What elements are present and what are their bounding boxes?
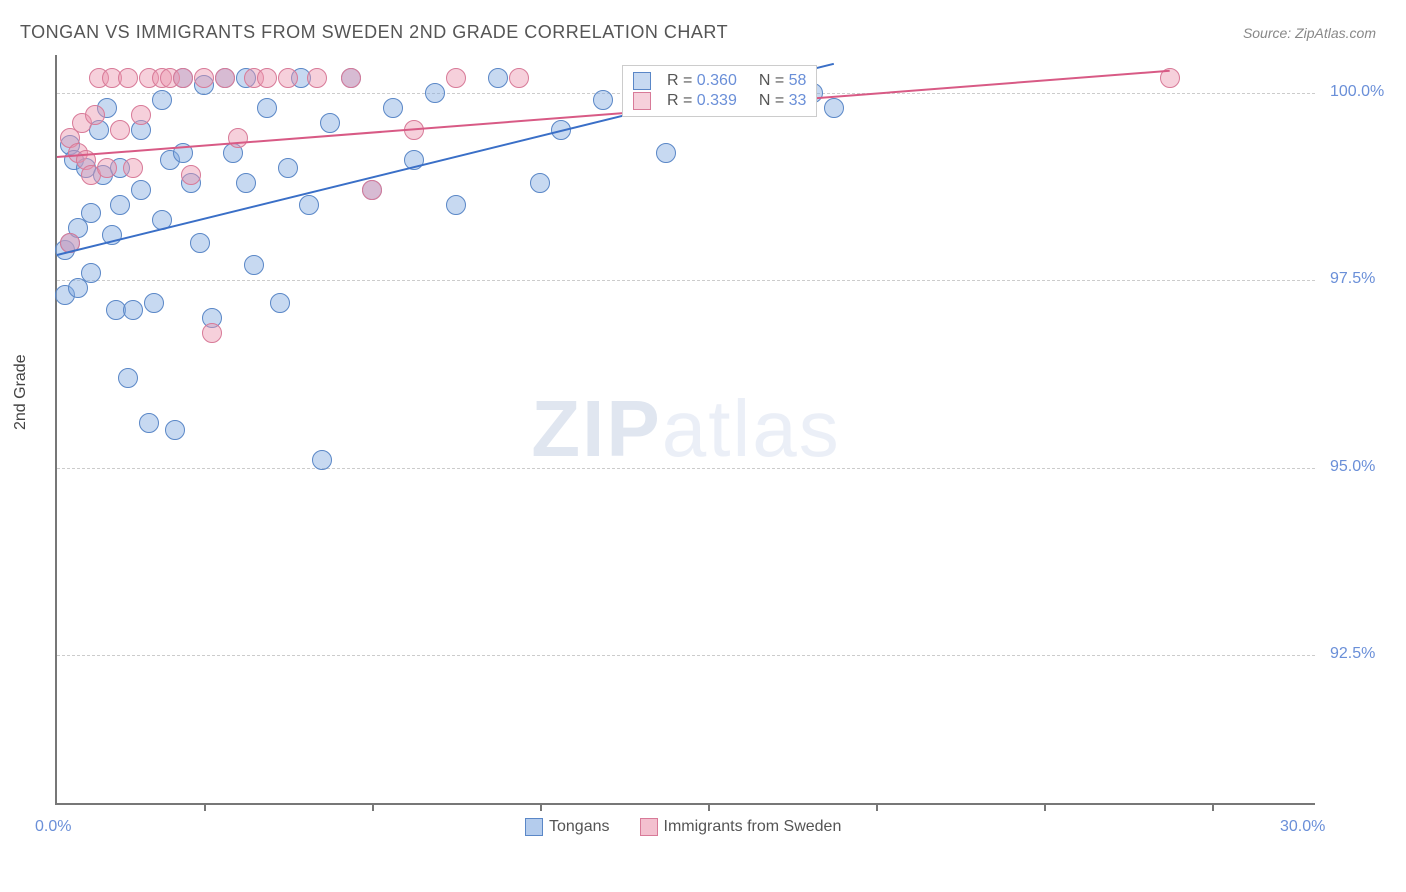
x-tick (876, 803, 878, 811)
data-point (110, 195, 130, 215)
data-point (144, 293, 164, 313)
data-point (131, 105, 151, 125)
data-point (123, 158, 143, 178)
x-axis-max-label: 30.0% (1280, 818, 1325, 836)
data-point (446, 195, 466, 215)
data-point (257, 68, 277, 88)
legend-item: Tongans (525, 818, 610, 836)
legend-n-label: N = 33 (759, 92, 807, 110)
data-point (181, 165, 201, 185)
data-point (123, 300, 143, 320)
chart-title: TONGAN VS IMMIGRANTS FROM SWEDEN 2ND GRA… (20, 22, 728, 43)
watermark-bold: ZIP (531, 384, 661, 473)
data-point (509, 68, 529, 88)
data-point (307, 68, 327, 88)
data-point (488, 68, 508, 88)
data-point (446, 68, 466, 88)
legend-stats-row: R = 0.339 N = 33 (633, 92, 806, 110)
x-axis-min-label: 0.0% (35, 818, 71, 836)
watermark: ZIPatlas (531, 383, 840, 475)
gridline (57, 468, 1315, 469)
legend-stats-box: R = 0.360 N = 58 R = 0.339 N = 33 (622, 65, 817, 117)
gridline (57, 280, 1315, 281)
data-point (97, 158, 117, 178)
data-point (270, 293, 290, 313)
legend-item: Immigrants from Sweden (640, 818, 842, 836)
data-point (110, 120, 130, 140)
x-tick (1212, 803, 1214, 811)
data-point (320, 113, 340, 133)
data-point (593, 90, 613, 110)
y-tick-label: 100.0% (1330, 83, 1384, 101)
data-point (425, 83, 445, 103)
data-point (118, 368, 138, 388)
x-tick (708, 803, 710, 811)
y-axis-label: 2nd Grade (12, 354, 30, 430)
x-tick (540, 803, 542, 811)
data-point (215, 68, 235, 88)
data-point (299, 195, 319, 215)
data-point (81, 203, 101, 223)
source-label: Source: ZipAtlas.com (1243, 25, 1376, 41)
data-point (118, 68, 138, 88)
data-point (173, 68, 193, 88)
legend-swatch (633, 72, 651, 90)
y-tick-label: 92.5% (1330, 645, 1375, 663)
data-point (85, 105, 105, 125)
data-point (165, 420, 185, 440)
plot-area: ZIPatlas R = 0.360 N = 58 R = 0.339 N = 33 (55, 55, 1315, 805)
legend-swatch (633, 92, 651, 110)
data-point (824, 98, 844, 118)
watermark-light: atlas (662, 384, 841, 473)
data-point (278, 158, 298, 178)
gridline (57, 655, 1315, 656)
y-tick-label: 97.5% (1330, 270, 1375, 288)
data-point (81, 263, 101, 283)
data-point (244, 255, 264, 275)
data-point (656, 143, 676, 163)
data-point (190, 233, 210, 253)
data-point (383, 98, 403, 118)
legend-stats-row: R = 0.360 N = 58 (633, 72, 806, 90)
legend-r-label: R = 0.360 (667, 72, 737, 90)
data-point (131, 180, 151, 200)
legend-bottom: Tongans Immigrants from Sweden (525, 818, 841, 836)
data-point (530, 173, 550, 193)
data-point (139, 413, 159, 433)
legend-n-label: N = 58 (759, 72, 807, 90)
legend-swatch (640, 818, 658, 836)
data-point (257, 98, 277, 118)
data-point (202, 323, 222, 343)
x-tick (372, 803, 374, 811)
y-tick-label: 95.0% (1330, 458, 1375, 476)
data-point (194, 68, 214, 88)
data-point (152, 90, 172, 110)
data-point (362, 180, 382, 200)
data-point (341, 68, 361, 88)
data-point (312, 450, 332, 470)
legend-swatch (525, 818, 543, 836)
data-point (236, 173, 256, 193)
x-tick (1044, 803, 1046, 811)
data-point (278, 68, 298, 88)
x-tick (204, 803, 206, 811)
legend-r-label: R = 0.339 (667, 92, 737, 110)
